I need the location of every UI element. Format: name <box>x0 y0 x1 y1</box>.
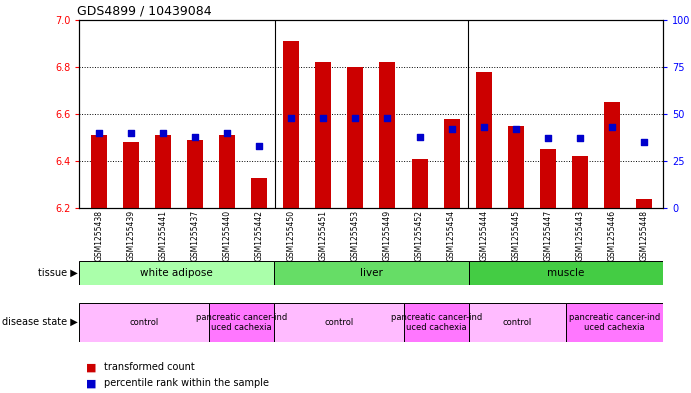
Text: pancreatic cancer-ind
uced cachexia: pancreatic cancer-ind uced cachexia <box>569 312 661 332</box>
Bar <box>283 41 299 208</box>
Bar <box>468 303 566 342</box>
Bar <box>274 261 468 285</box>
Bar <box>348 67 363 208</box>
Point <box>414 134 425 140</box>
Point <box>189 134 200 140</box>
Point <box>93 130 104 136</box>
Text: disease state ▶: disease state ▶ <box>2 317 78 327</box>
Bar <box>444 119 460 208</box>
Bar <box>475 72 492 208</box>
Text: pancreatic cancer-ind
uced cachexia: pancreatic cancer-ind uced cachexia <box>390 312 482 332</box>
Bar <box>123 142 139 208</box>
Bar <box>566 303 663 342</box>
Text: pancreatic cancer-ind
uced cachexia: pancreatic cancer-ind uced cachexia <box>196 312 287 332</box>
Point <box>222 130 233 136</box>
Point <box>382 115 393 121</box>
Point <box>125 130 136 136</box>
Point <box>158 130 169 136</box>
Text: transformed count: transformed count <box>104 362 194 373</box>
Text: ■: ■ <box>86 378 97 388</box>
Point <box>510 126 521 132</box>
Bar <box>155 135 171 208</box>
Text: control: control <box>503 318 532 327</box>
Bar <box>79 303 209 342</box>
Point <box>350 115 361 121</box>
Bar <box>412 159 428 208</box>
Point <box>542 135 553 141</box>
Bar <box>604 102 620 208</box>
Text: white adipose: white adipose <box>140 268 213 278</box>
Point <box>318 115 329 121</box>
Text: ■: ■ <box>86 362 97 373</box>
Point <box>285 115 296 121</box>
Point <box>574 135 585 141</box>
Bar <box>91 135 106 208</box>
Bar <box>79 261 274 285</box>
Bar <box>508 126 524 208</box>
Text: control: control <box>324 318 354 327</box>
Bar <box>379 62 395 208</box>
Point <box>638 139 650 145</box>
Point <box>446 126 457 132</box>
Bar <box>572 156 588 208</box>
Bar <box>274 303 404 342</box>
Text: GDS4899 / 10439084: GDS4899 / 10439084 <box>77 4 211 17</box>
Bar <box>315 62 331 208</box>
Bar <box>540 149 556 208</box>
Text: percentile rank within the sample: percentile rank within the sample <box>104 378 269 388</box>
Bar <box>209 303 274 342</box>
Point <box>254 143 265 149</box>
Bar <box>251 178 267 208</box>
Bar <box>404 303 468 342</box>
Text: tissue ▶: tissue ▶ <box>38 268 78 278</box>
Point <box>607 124 618 130</box>
Bar <box>187 140 203 208</box>
Text: liver: liver <box>360 268 383 278</box>
Text: muscle: muscle <box>547 268 585 278</box>
Bar <box>636 199 652 208</box>
Bar <box>219 135 235 208</box>
Bar <box>468 261 663 285</box>
Point <box>478 124 489 130</box>
Text: control: control <box>130 318 159 327</box>
